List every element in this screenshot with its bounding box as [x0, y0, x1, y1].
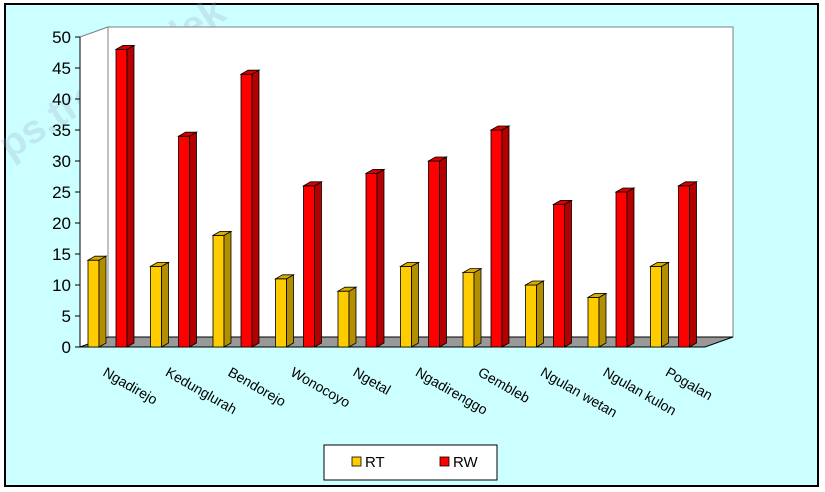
plot-back-wall [107, 26, 734, 338]
bar-rt-front [275, 278, 287, 348]
bar-rt-front [87, 259, 100, 348]
bar-rt-top [86, 255, 108, 261]
bar-rt-top [211, 230, 233, 236]
bar-rt-front [525, 284, 537, 348]
y-tick-label: 25 [52, 183, 71, 202]
bar-rt-front [400, 265, 412, 348]
bar-rt-front [337, 290, 350, 348]
bar-rw-front [428, 160, 440, 348]
bar-rt-side [536, 280, 544, 348]
bar-rw-top [364, 168, 386, 174]
bar-rw-side [376, 168, 385, 348]
y-tick-label: 15 [52, 245, 71, 264]
bar-rw-side [439, 156, 447, 348]
bar-rt-side [223, 230, 232, 348]
bar-rt-top [398, 261, 421, 267]
bar-rw-front [115, 49, 128, 348]
bar-rw-top [239, 69, 261, 75]
bar-rt-top [273, 274, 296, 280]
bar-rt-side [348, 286, 357, 348]
bar-rw-front [553, 203, 565, 348]
bar-rt-top [336, 286, 358, 292]
bar-rt-side [161, 261, 169, 348]
bar-rw-top [551, 199, 574, 205]
bar-rw-side [689, 181, 697, 348]
bar-rt-front [650, 265, 662, 348]
x-category-label: Ngetal [351, 364, 394, 398]
bar-rw-top [176, 131, 199, 137]
bar-rw-side [251, 69, 260, 348]
bar-rw-front [303, 185, 315, 348]
bar-rt-side [661, 261, 669, 348]
bar-rw-front [365, 172, 378, 348]
y-tick-label: 5 [62, 307, 71, 326]
legend-label-rt: RT [365, 454, 385, 471]
bar-rt-side [598, 292, 607, 348]
y-tick-label: 30 [52, 152, 71, 171]
bar-rt-front [587, 296, 600, 348]
bar-rt-side [286, 274, 294, 348]
legend-label-rw: RW [453, 454, 479, 471]
bar-rw-side [126, 44, 135, 348]
y-tick-label: 0 [62, 338, 71, 357]
bar-rw-front [615, 191, 628, 348]
bar-rt-front [150, 265, 162, 348]
bar-rw-front [178, 135, 190, 348]
bar-rt-top [648, 261, 671, 267]
bar-rw-top [489, 125, 511, 131]
y-tick-label: 35 [52, 121, 71, 140]
bar-rw-top [614, 187, 636, 193]
bar-rt-front [212, 234, 225, 348]
bar-rt-top [148, 261, 171, 267]
legend-swatch-rw [439, 456, 450, 467]
x-category-label: Pogalan [663, 364, 716, 404]
bar-rt-top [461, 268, 483, 274]
y-tick-label: 40 [52, 90, 71, 109]
bar-rw-top [676, 181, 699, 187]
y-tick-label: 50 [52, 28, 71, 47]
bar-rw-side [564, 199, 572, 348]
bar-rw-top [426, 156, 449, 162]
bar-rw-top [114, 45, 136, 50]
bar-rt-side [411, 261, 419, 348]
legend-swatch-rt [351, 456, 362, 467]
bar-rt-side [98, 255, 107, 348]
bar-rw-side [314, 181, 322, 348]
bar-rt-top [523, 280, 546, 286]
y-tick-label: 20 [52, 214, 71, 233]
bar-rt-front [462, 272, 475, 348]
bar-rw-front [678, 185, 690, 348]
y-tick-label: 45 [52, 59, 71, 78]
bar-rw-side [501, 125, 510, 348]
x-category-label: Ngadirejo [101, 364, 161, 408]
x-category-label: Wonocoyo [288, 364, 353, 411]
bar-rt-side [473, 267, 482, 348]
bar-rw-top [301, 181, 324, 187]
bar-rw-front [240, 73, 253, 348]
bar-rw-side [189, 131, 197, 348]
bar-rw-front [490, 129, 503, 348]
bar-rt-top [586, 292, 608, 298]
y-tick-label: 10 [52, 276, 71, 295]
bar-rw-side [626, 187, 635, 348]
